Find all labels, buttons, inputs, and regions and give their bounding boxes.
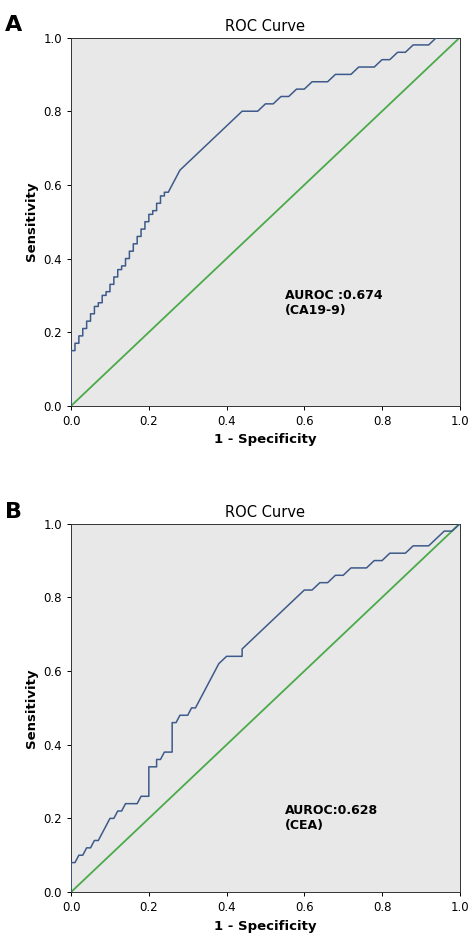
Text: AUROC :0.674
(CA19-9): AUROC :0.674 (CA19-9) <box>285 289 383 316</box>
Text: B: B <box>5 501 22 522</box>
Y-axis label: Sensitivity: Sensitivity <box>25 182 38 261</box>
Y-axis label: Sensitivity: Sensitivity <box>25 669 38 747</box>
Text: A: A <box>5 15 22 36</box>
Text: AUROC:0.628
(CEA): AUROC:0.628 (CEA) <box>285 805 378 832</box>
Title: ROC Curve: ROC Curve <box>226 505 305 520</box>
X-axis label: 1 - Specificity: 1 - Specificity <box>214 919 317 932</box>
X-axis label: 1 - Specificity: 1 - Specificity <box>214 434 317 446</box>
Title: ROC Curve: ROC Curve <box>226 19 305 34</box>
